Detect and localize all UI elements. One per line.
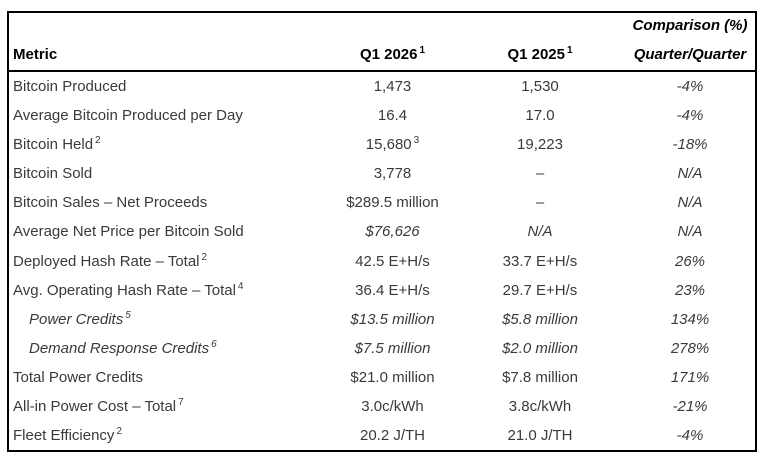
q1-2025-value-cell: 1,530 <box>521 78 559 96</box>
metric-cell: Avg. Operating Hash Rate – Total 4 <box>13 280 244 299</box>
comparison-value-cell: -4% <box>676 426 704 444</box>
metric-cell: Deployed Hash Rate – Total 2 <box>13 251 208 270</box>
metric-cell: Bitcoin Sold <box>13 165 93 183</box>
table-row: Fleet Efficiency 2 20.2 J/TH 21.0 J/TH -4… <box>9 421 755 450</box>
q1-2026-column-header: Q1 2026 1 <box>330 13 455 70</box>
table-row: Demand Response Credits 6 $7.5 million $2… <box>9 334 755 363</box>
table-row: Total Power Credits $21.0 million $7.8 m… <box>9 363 755 392</box>
footnote-marker: 4 <box>237 280 244 292</box>
q1-2026-value-cell: $76,626 <box>365 223 420 241</box>
metric-cell: Fleet Efficiency 2 <box>13 425 122 444</box>
footnote-marker: 2 <box>95 135 101 147</box>
metric-cell: Bitcoin Produced <box>13 78 127 96</box>
comparison-value-cell: -4% <box>676 78 704 96</box>
footnote-marker: 7 <box>178 396 184 408</box>
comparison-column-header: Comparison (%) Quarter/Quarter <box>625 13 755 70</box>
table-row: Bitcoin Sales – Net Proceeds $289.5 mill… <box>9 188 755 217</box>
q1-2026-value-cell: $21.0 million <box>350 368 435 386</box>
comparison-value-cell: N/A <box>677 194 703 212</box>
comparison-value-cell: -21% <box>672 397 708 415</box>
table-row: Bitcoin Produced 1,473 1,530 -4% <box>9 72 755 101</box>
footnote-marker: 2 <box>201 251 208 263</box>
q1-2025-value-cell: 19,223 <box>517 136 563 154</box>
metric-cell: Average Net Price per Bitcoin Sold <box>13 223 244 241</box>
metric-cell: Bitcoin Held 2 <box>13 135 101 154</box>
metric-column-header: Metric <box>9 13 330 70</box>
footnote-marker: 2 <box>116 425 122 437</box>
q1-2025-value-cell: – <box>535 194 545 212</box>
comparison-value-cell: -18% <box>672 136 708 154</box>
q1-2025-value-cell: 17.0 <box>525 107 555 125</box>
comparison-value-cell: N/A <box>677 165 703 183</box>
table-row: Average Net Price per Bitcoin Sold $76,6… <box>9 217 755 246</box>
q1-2025-column-header: Q1 2025 1 <box>455 13 625 70</box>
comparison-value-cell: 171% <box>670 368 710 386</box>
q1-2025-value-cell: $2.0 million <box>502 339 578 357</box>
table-row: Power Credits 5 $13.5 million $5.8 millio… <box>9 305 755 334</box>
q1-2026-value-cell: $289.5 million <box>346 194 439 212</box>
comparison-value-cell: 23% <box>674 281 706 299</box>
metric-cell: Bitcoin Sales – Net Proceeds <box>13 194 208 212</box>
q1-2026-value-cell: 36.4 E+H/s <box>355 281 430 299</box>
q1-2025-value-cell: $7.8 million <box>502 368 578 386</box>
comparison-header-line2: Quarter/Quarter <box>633 46 747 63</box>
footnote-marker: 5 <box>125 309 131 321</box>
q1-2026-value-cell: 16.4 <box>377 107 408 125</box>
table-header: Metric Q1 2026 1 Q1 2025 1 Comparison (%) … <box>9 13 755 72</box>
metric-cell: Average Bitcoin Produced per Day <box>13 107 243 125</box>
footnote-marker: 6 <box>211 338 217 350</box>
table-row: Average Bitcoin Produced per Day 16.4 17… <box>9 101 755 130</box>
q1-2026-column-header-label: Q1 2026 1 <box>359 45 426 63</box>
metric-column-header-label: Metric <box>13 46 58 63</box>
table-row: Deployed Hash Rate – Total 2 42.5 E+H/s 3… <box>9 246 755 275</box>
table-body: Bitcoin Produced 1,473 1,530 -4% Average… <box>9 72 755 450</box>
metric-cell: Total Power Credits <box>13 368 144 386</box>
table-row: All-in Power Cost – Total 7 3.0c/kWh 3.8c… <box>9 392 755 421</box>
q1-2025-column-header-label: Q1 2025 1 <box>507 45 573 63</box>
q1-2025-value-cell: 33.7 E+H/s <box>502 252 578 270</box>
metric-cell: All-in Power Cost – Total 7 <box>13 396 184 415</box>
footnote-marker: 1 <box>419 45 426 56</box>
comparison-value-cell: 134% <box>670 310 710 328</box>
q1-2026-value-cell: 3.0c/kWh <box>361 397 424 415</box>
q1-2025-value-cell: 21.0 J/TH <box>507 426 573 444</box>
footnote-marker: 3 <box>413 135 420 147</box>
table-row: Bitcoin Sold 3,778 – N/A <box>9 159 755 188</box>
q1-2026-value-cell: 1,473 <box>373 78 412 96</box>
comparison-value-cell: N/A <box>677 223 703 241</box>
q1-2026-value-cell: $7.5 million <box>354 339 431 357</box>
comparison-header-line1: Comparison (%) <box>632 17 748 34</box>
q1-2025-value-cell: – <box>535 165 545 183</box>
q1-2026-value-cell: $13.5 million <box>350 310 435 328</box>
metric-cell: Demand Response Credits 6 <box>29 338 217 357</box>
q1-2026-value-cell: 15,680 3 <box>365 135 420 154</box>
table-row: Avg. Operating Hash Rate – Total 4 36.4 E… <box>9 276 755 305</box>
q1-2025-value-cell: N/A <box>527 223 553 241</box>
metric-cell: Power Credits 5 <box>29 309 131 328</box>
q1-2026-value-cell: 42.5 E+H/s <box>355 252 430 270</box>
table-row: Bitcoin Held 2 15,680 3 19,223 -18% <box>9 130 755 159</box>
comparison-value-cell: 26% <box>674 252 706 270</box>
q1-2025-value-cell: 3.8c/kWh <box>508 397 572 415</box>
q1-2026-value-cell: 20.2 J/TH <box>359 426 426 444</box>
q1-2025-value-cell: $5.8 million <box>502 310 578 328</box>
comparison-value-cell: 278% <box>670 339 710 357</box>
footnote-marker: 1 <box>566 45 573 56</box>
metrics-comparison-table: Metric Q1 2026 1 Q1 2025 1 Comparison (%) … <box>7 11 757 452</box>
q1-2025-value-cell: 29.7 E+H/s <box>502 281 578 299</box>
q1-2026-value-cell: 3,778 <box>373 165 412 183</box>
comparison-value-cell: -4% <box>676 107 704 125</box>
